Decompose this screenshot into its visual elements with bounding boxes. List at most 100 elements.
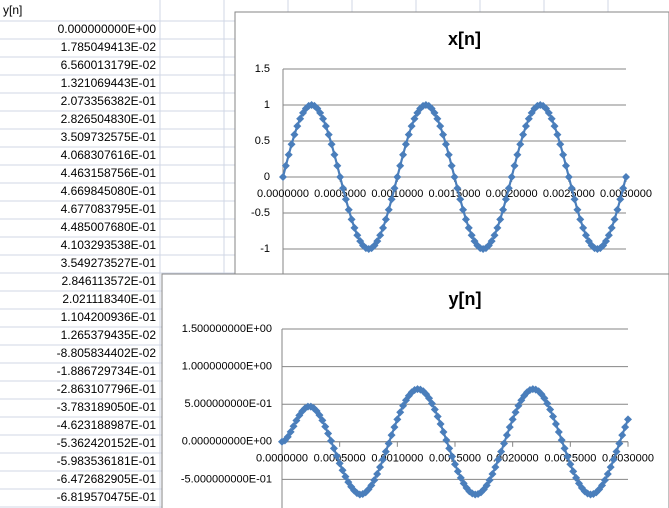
x-tick-label: 0.0010000 <box>371 188 423 200</box>
data-point <box>390 184 399 193</box>
cell-value: 1.265379435E-02 <box>61 328 157 342</box>
data-point <box>327 140 336 149</box>
data-point <box>622 173 630 181</box>
data-point <box>450 173 459 181</box>
chart-title: x[n] <box>448 29 481 49</box>
data-point <box>550 122 559 131</box>
data-point <box>336 173 345 181</box>
cell-value: 3.549273527E-01 <box>61 256 157 270</box>
data-point <box>573 205 582 214</box>
data-point <box>513 150 522 159</box>
x-tick-label: 0.0020000 <box>487 453 539 465</box>
x-tick-label: 0.0000000 <box>256 453 308 465</box>
cell-value: -1.886729734E-01 <box>57 364 157 378</box>
data-point <box>289 422 298 431</box>
data-point <box>579 223 588 232</box>
data-point <box>381 215 390 224</box>
data-point <box>581 231 590 240</box>
data-point <box>488 470 497 479</box>
data-point <box>609 455 618 464</box>
data-point <box>615 439 624 448</box>
data-point <box>553 130 562 139</box>
data-point <box>448 452 457 461</box>
data-point <box>514 401 523 410</box>
x-tick-label: 0.0010000 <box>371 453 423 465</box>
data-point <box>554 427 563 436</box>
data-point <box>373 237 382 246</box>
data-point <box>441 140 450 149</box>
y-tick-label: 1.000000000E+00 <box>182 361 272 373</box>
data-point <box>540 394 549 403</box>
data-point <box>316 108 325 117</box>
data-point <box>461 215 470 224</box>
data-point <box>330 150 339 159</box>
data-point <box>341 472 350 481</box>
data-point <box>569 467 578 476</box>
data-point <box>560 444 569 453</box>
data-point <box>433 114 442 123</box>
data-point <box>381 447 390 456</box>
data-point <box>459 205 468 214</box>
y-tick-label: -1 <box>260 243 270 255</box>
data-point <box>350 223 359 232</box>
data-point <box>464 223 473 232</box>
data-point <box>549 412 558 421</box>
data-point <box>401 140 410 149</box>
data-point <box>467 231 476 240</box>
data-point <box>290 130 299 139</box>
y-tick-label: 1.5 <box>255 63 270 75</box>
cell-value: 4.463158756E-01 <box>61 166 157 180</box>
data-point <box>338 466 347 475</box>
data-point <box>335 459 344 468</box>
cell-value: 2.021118340E-01 <box>62 292 156 306</box>
data-point <box>572 473 581 482</box>
data-point <box>557 436 566 445</box>
cell-value: 2.073356382E-01 <box>61 94 157 108</box>
data-point <box>453 467 462 476</box>
cell-value: -6.819570475E-01 <box>57 490 157 504</box>
data-point <box>393 415 402 424</box>
data-point <box>315 411 324 420</box>
data-point <box>407 122 416 131</box>
data-point <box>332 451 341 460</box>
x-tick-label: 0.0020000 <box>486 188 538 200</box>
data-point <box>445 444 454 453</box>
cell-value: -3.783189050E-01 <box>57 400 157 414</box>
data-point <box>501 195 510 204</box>
data-point <box>499 205 508 214</box>
data-point <box>451 460 459 469</box>
data-point <box>624 415 632 424</box>
data-point <box>292 416 301 425</box>
data-point <box>556 140 565 149</box>
data-point <box>567 184 576 193</box>
data-point <box>321 122 330 131</box>
data-point <box>456 195 465 204</box>
data-point <box>353 231 362 240</box>
x-tick-label: 0.0030000 <box>602 453 654 465</box>
data-point <box>339 184 348 193</box>
data-point <box>324 429 333 438</box>
y-tick-label: 0.000000000E+00 <box>182 436 272 448</box>
data-point <box>456 473 465 482</box>
data-point <box>598 481 607 490</box>
data-point <box>613 205 622 214</box>
data-point <box>393 173 402 181</box>
data-point <box>442 436 451 445</box>
data-point <box>318 416 327 425</box>
cell-value: 4.068307616E-01 <box>61 148 157 162</box>
data-point <box>546 405 555 414</box>
data-point <box>603 470 612 479</box>
data-point <box>566 460 575 469</box>
data-point <box>490 231 499 240</box>
data-point <box>493 223 502 232</box>
x-tick-label: 0.0025000 <box>543 188 595 200</box>
data-point <box>329 444 338 453</box>
cell-value: -4.623188987E-01 <box>57 418 157 432</box>
cell-value: -5.983536181E-01 <box>57 454 157 468</box>
data-point <box>384 439 393 448</box>
data-point <box>347 215 356 224</box>
cell-value: 4.669845080E-01 <box>61 184 157 198</box>
data-point <box>427 399 436 408</box>
